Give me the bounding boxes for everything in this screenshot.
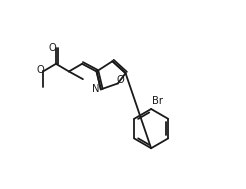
Text: O: O — [36, 65, 44, 75]
Text: O: O — [48, 43, 56, 53]
Text: Br: Br — [152, 96, 163, 106]
Text: O: O — [116, 75, 124, 85]
Text: N: N — [92, 84, 99, 94]
